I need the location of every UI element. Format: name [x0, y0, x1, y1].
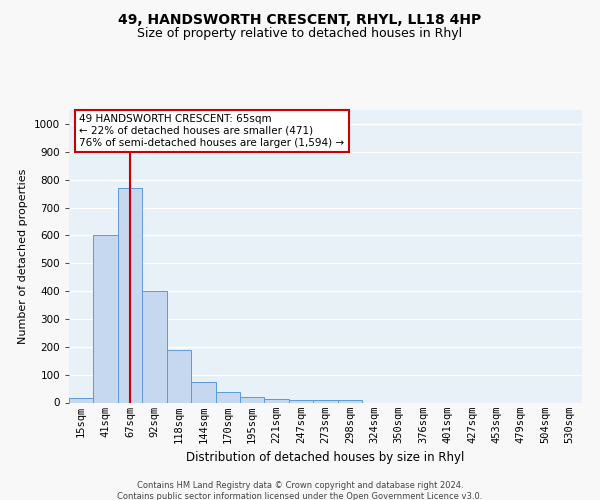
X-axis label: Distribution of detached houses by size in Rhyl: Distribution of detached houses by size … — [187, 451, 464, 464]
Bar — [142, 291, 167, 403]
Bar — [289, 400, 313, 402]
Text: 49 HANDSWORTH CRESCENT: 65sqm
← 22% of detached houses are smaller (471)
76% of : 49 HANDSWORTH CRESCENT: 65sqm ← 22% of d… — [79, 114, 344, 148]
Text: Contains public sector information licensed under the Open Government Licence v3: Contains public sector information licen… — [118, 492, 482, 500]
Y-axis label: Number of detached properties: Number of detached properties — [18, 168, 28, 344]
Bar — [118, 188, 142, 402]
Bar — [94, 236, 118, 402]
Bar — [191, 382, 215, 402]
Text: Size of property relative to detached houses in Rhyl: Size of property relative to detached ho… — [137, 28, 463, 40]
Bar — [265, 399, 289, 402]
Bar — [313, 400, 338, 402]
Bar — [69, 398, 94, 402]
Text: Contains HM Land Registry data © Crown copyright and database right 2024.: Contains HM Land Registry data © Crown c… — [137, 481, 463, 490]
Bar — [338, 400, 362, 402]
Bar — [215, 392, 240, 402]
Bar — [240, 397, 265, 402]
Bar — [167, 350, 191, 403]
Text: 49, HANDSWORTH CRESCENT, RHYL, LL18 4HP: 49, HANDSWORTH CRESCENT, RHYL, LL18 4HP — [118, 12, 482, 26]
